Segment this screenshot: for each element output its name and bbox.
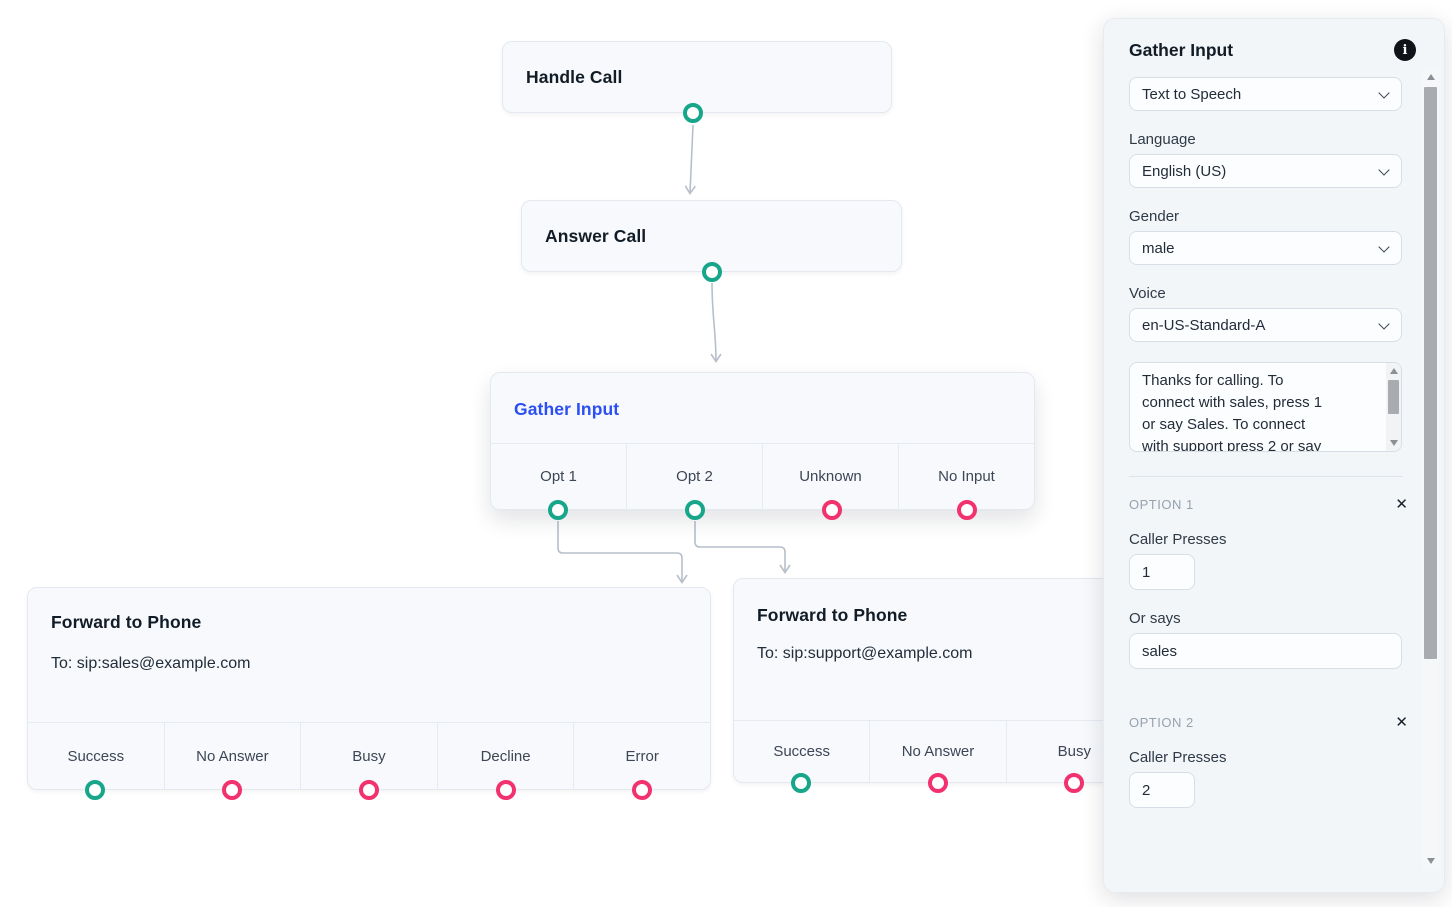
output-opt2: Opt 2	[626, 444, 762, 509]
scrollbar-track[interactable]	[1422, 85, 1439, 853]
scrollbar-thumb[interactable]	[1388, 380, 1399, 414]
triangle-up-icon	[1389, 368, 1398, 374]
port-sales-busy[interactable]	[359, 780, 379, 800]
node-destination: To: sip:support@example.com	[757, 645, 973, 662]
output-error: Error	[573, 723, 710, 789]
output-no-answer: No Answer	[869, 721, 1005, 782]
node-title: Gather Input	[514, 398, 620, 419]
scroll-up-button[interactable]	[1422, 69, 1439, 85]
triangle-down-icon	[1426, 858, 1435, 864]
panel-title: Gather Input	[1129, 39, 1234, 60]
scroll-down-button[interactable]	[1422, 853, 1439, 869]
output-success: Success	[67, 747, 125, 765]
option1-says-input[interactable]	[1129, 633, 1402, 669]
gender-label: Gender	[1129, 208, 1180, 225]
output-busy: Busy	[300, 723, 437, 789]
output-busy: Busy	[1005, 721, 1142, 782]
language-select[interactable]: English (US)	[1129, 154, 1402, 188]
node-title: Forward to Phone	[51, 612, 202, 632]
gender-select[interactable]: male	[1129, 231, 1402, 265]
output-opt1: Opt 1	[540, 468, 577, 485]
port-support-success[interactable]	[791, 773, 811, 793]
port-support-no-answer[interactable]	[928, 773, 948, 793]
node-gather-input[interactable]: Gather Input Opt 1 Opt 2 Unknown No Inpu…	[490, 372, 1035, 510]
output-no-input: No Input	[898, 444, 1034, 509]
output-unknown: Unknown	[762, 444, 898, 509]
textarea-scrollbar[interactable]	[1386, 363, 1401, 451]
properties-panel: Gather Input i Text to Speech Language E…	[1103, 18, 1445, 893]
scroll-down-button[interactable]	[1386, 435, 1401, 451]
language-label: Language	[1129, 131, 1196, 148]
node-title: Handle Call	[526, 66, 623, 87]
scroll-up-button[interactable]	[1386, 363, 1401, 379]
chevron-down-icon	[1378, 318, 1390, 330]
spacer	[1129, 689, 1402, 713]
option2-presses-input[interactable]	[1129, 772, 1195, 808]
voice-label: Voice	[1129, 285, 1166, 302]
node-destination: To: sip:sales@example.com	[51, 655, 251, 672]
port-answer-call-out[interactable]	[702, 262, 722, 282]
output-no-answer: No Answer	[163, 723, 301, 789]
node-forward-support[interactable]: Forward to Phone To: sip:support@example…	[733, 578, 1143, 783]
port-sales-error[interactable]	[632, 780, 652, 800]
output-decline: Decline	[436, 723, 574, 789]
option2-heading: OPTION 2	[1129, 714, 1194, 730]
close-icon[interactable]: ✕	[1395, 714, 1408, 731]
chevron-down-icon	[1378, 241, 1390, 253]
node-title: Forward to Phone	[757, 605, 908, 625]
chevron-down-icon	[1378, 87, 1390, 99]
port-gather-opt2[interactable]	[685, 500, 705, 520]
info-icon[interactable]: i	[1394, 39, 1416, 61]
output-success: Success	[773, 743, 831, 760]
port-sales-no-answer[interactable]	[222, 780, 242, 800]
node-answer-call[interactable]: Answer Call	[521, 200, 902, 272]
close-icon[interactable]: ✕	[1395, 496, 1408, 513]
option1-presses-label: Caller Presses	[1129, 531, 1227, 548]
option1-presses-input[interactable]	[1129, 554, 1195, 590]
voice-select[interactable]: en-US-Standard-A	[1129, 308, 1402, 342]
message-textarea[interactable]: Thanks for calling. To connect with sale…	[1129, 362, 1402, 452]
port-gather-opt1[interactable]	[548, 500, 568, 520]
port-sales-decline[interactable]	[496, 780, 516, 800]
scrollbar-thumb[interactable]	[1424, 87, 1437, 659]
node-title: Answer Call	[545, 225, 647, 246]
option2-presses-label: Caller Presses	[1129, 749, 1227, 766]
section-divider	[1129, 476, 1402, 477]
input-type-select[interactable]: Text to Speech	[1129, 77, 1402, 111]
port-gather-unknown[interactable]	[822, 500, 842, 520]
port-sales-success[interactable]	[85, 780, 105, 800]
option1-heading: OPTION 1	[1129, 496, 1194, 512]
panel-scrollbar[interactable]	[1422, 69, 1439, 869]
port-handle-call-out[interactable]	[683, 103, 703, 123]
triangle-down-icon	[1389, 440, 1398, 446]
triangle-up-icon	[1426, 74, 1435, 80]
node-forward-sales[interactable]: Forward to Phone To: sip:sales@example.c…	[27, 587, 711, 790]
scrollbar-track[interactable]	[1386, 379, 1401, 435]
port-gather-no-input[interactable]	[957, 500, 977, 520]
chevron-down-icon	[1378, 164, 1390, 176]
node-handle-call[interactable]: Handle Call	[502, 41, 892, 113]
port-support-busy[interactable]	[1064, 773, 1084, 793]
option1-says-label: Or says	[1129, 610, 1181, 627]
